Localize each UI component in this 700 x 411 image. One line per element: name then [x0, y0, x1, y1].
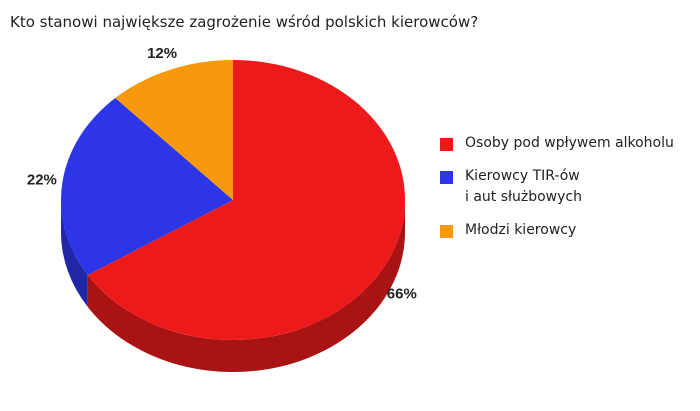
legend-swatch: [440, 225, 453, 238]
data-label: 22%: [27, 171, 57, 188]
legend-item: Młodzi kierowcy: [440, 222, 690, 241]
legend-label: Osoby pod wpływem alkoholu: [465, 135, 674, 151]
slice-side: [61, 200, 88, 308]
legend-item: Kierowcy TIR-ów i aut służbowych: [440, 168, 690, 208]
slice: [87, 60, 405, 340]
legend-label: Kierowcy TIR-ów i aut służbowych: [465, 168, 582, 205]
legend-swatch: [440, 171, 453, 184]
legend-item: Osoby pod wpływem alkoholu: [440, 135, 690, 154]
legend-label: Młodzi kierowcy: [465, 222, 577, 238]
chart-title: Kto stanowi największe zagrożenie wśród …: [10, 13, 478, 31]
slice-side: [87, 200, 405, 372]
data-label: 66%: [387, 286, 417, 303]
data-label: 12%: [147, 45, 177, 62]
slice: [61, 97, 234, 276]
legend: Osoby pod wpływem alkoholu Kierowcy TIR-ó…: [440, 135, 690, 255]
slice: [115, 60, 233, 200]
legend-swatch: [440, 138, 453, 151]
